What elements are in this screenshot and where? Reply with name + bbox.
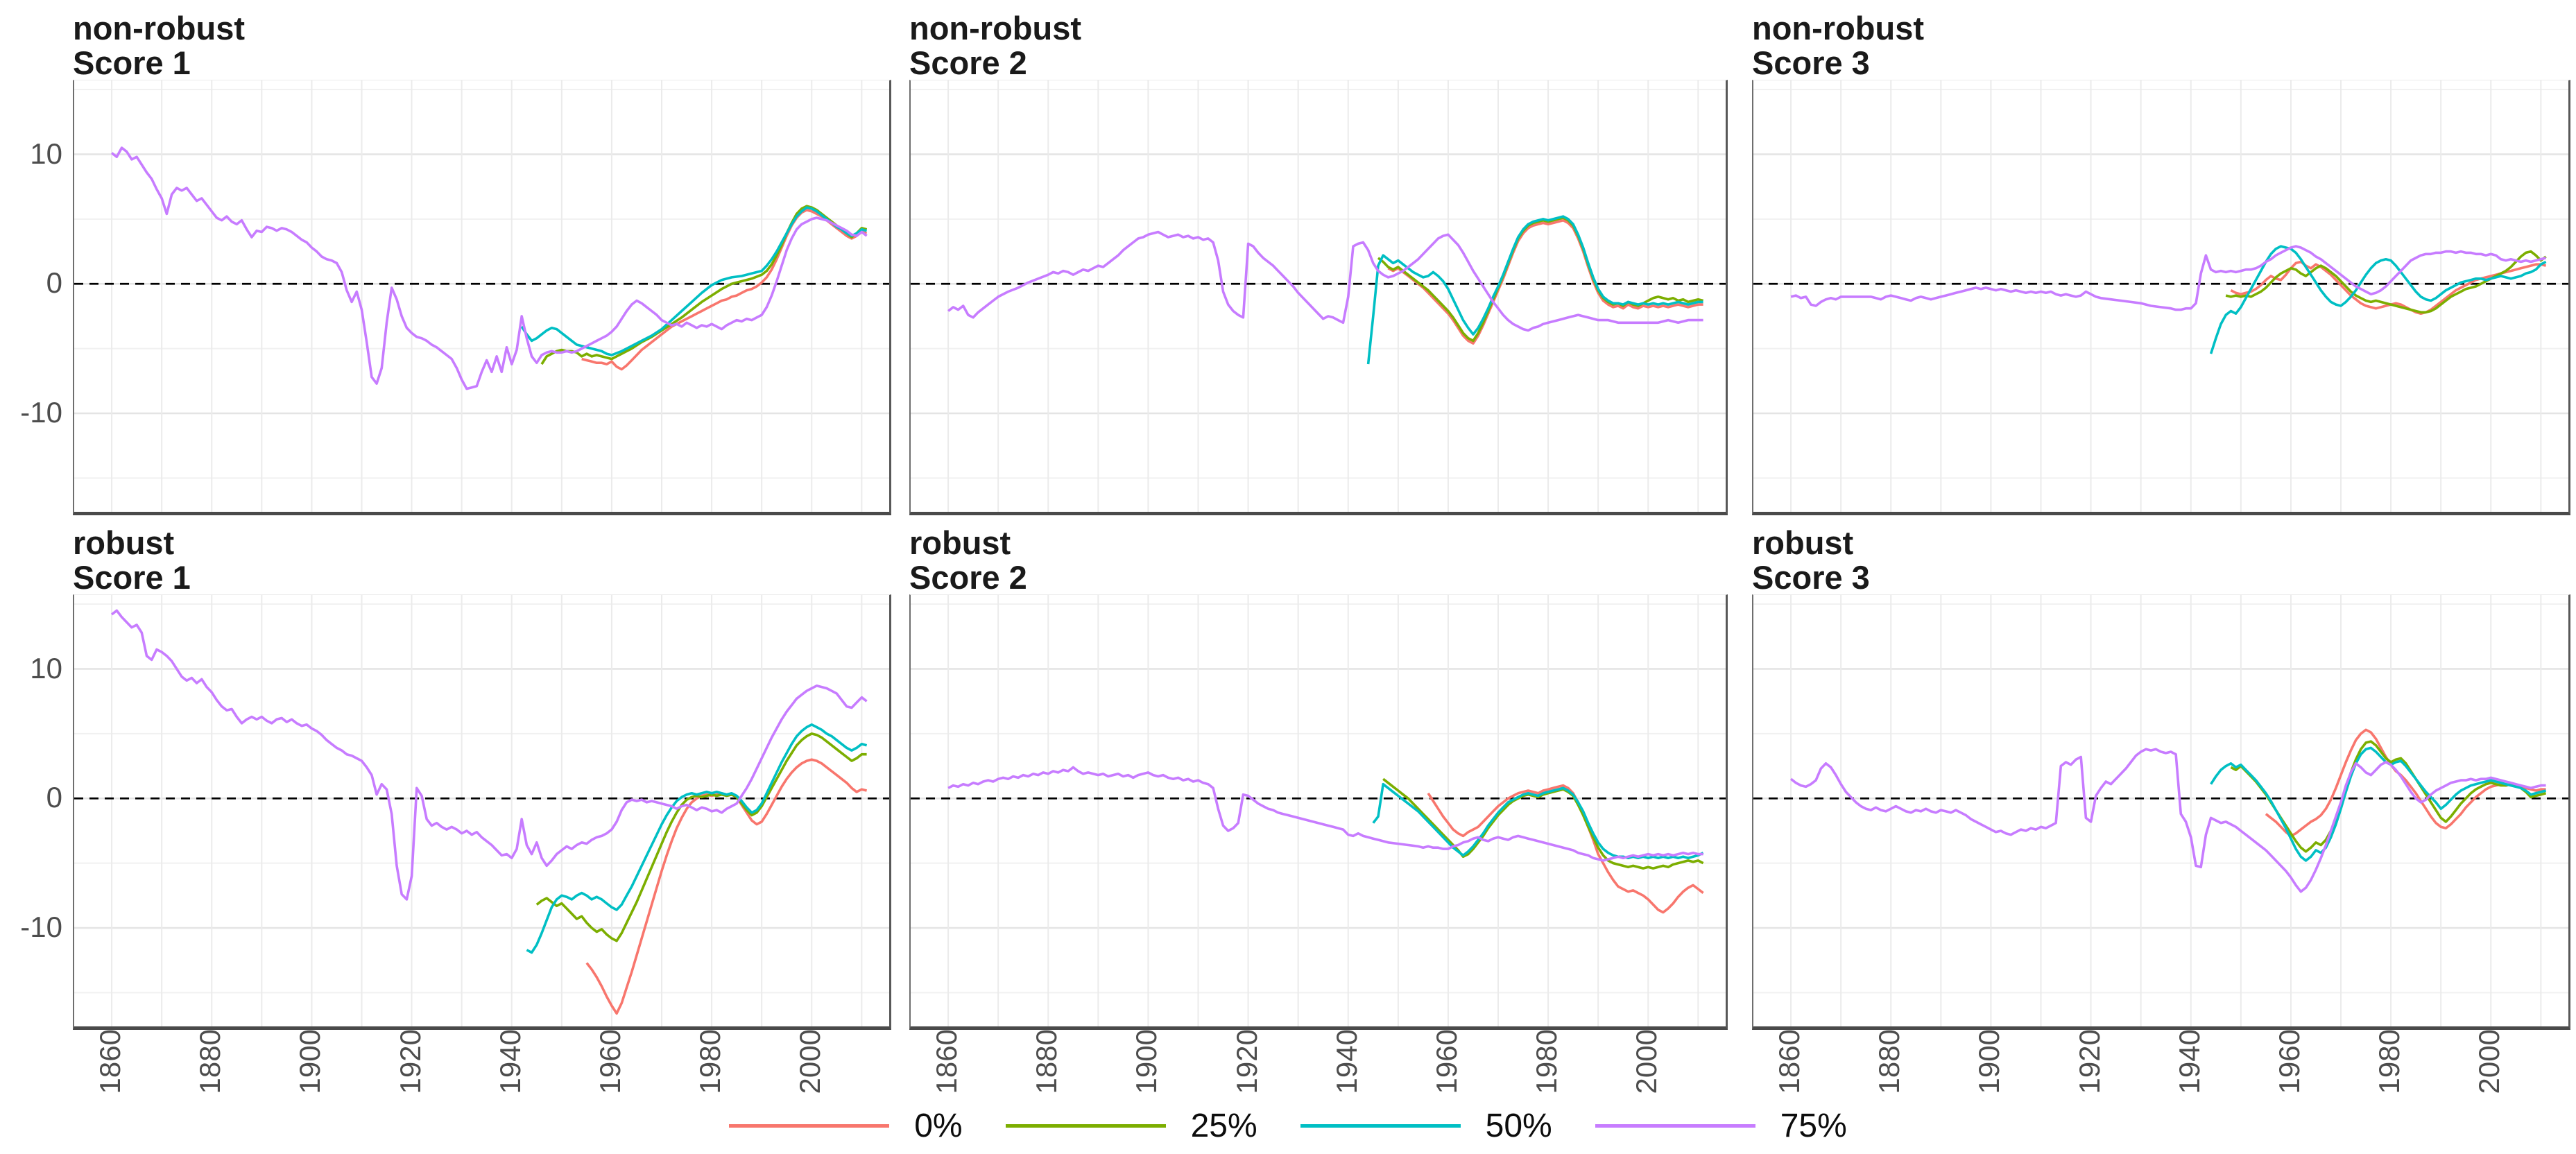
x-tick-label: 1980: [1530, 1029, 1563, 1094]
x-tick-label: 1900: [1973, 1029, 2006, 1094]
x-tick-label: 1940: [1330, 1029, 1363, 1094]
panel-non-robust-score-3: [1752, 80, 2570, 515]
facet-title: robust Score 2: [909, 526, 1027, 595]
legend-label: 50%: [1485, 1108, 1552, 1144]
series-line-75pct: [1789, 748, 2546, 893]
y-tick-label: 0: [46, 781, 62, 813]
x-tick-label: 2000: [1630, 1029, 1663, 1094]
facet-row-label: robust: [1752, 524, 1854, 561]
series-line-50pct: [2210, 746, 2547, 862]
series-line-75pct: [110, 609, 868, 901]
series-line-75pct: [1790, 245, 2547, 311]
facet-col-label: Score 1: [73, 559, 191, 596]
facet-title: non-robust Score 3: [1752, 11, 1924, 80]
legend-key-line-50pct: [1300, 1124, 1461, 1128]
legend-key-line-25pct: [1005, 1124, 1166, 1128]
facet-col-label: Score 3: [1752, 559, 1870, 596]
x-tick-label: 1980: [694, 1029, 727, 1094]
series-line-50pct: [526, 723, 868, 954]
x-tick-label: 1960: [1429, 1029, 1463, 1094]
legend-item: 0%: [729, 1107, 963, 1145]
series-line-50pct: [520, 206, 868, 356]
facet-title: non-robust Score 2: [909, 11, 1081, 80]
x-tick-label: 1880: [1030, 1029, 1063, 1094]
legend-item: 75%: [1595, 1107, 1847, 1145]
panel-non-robust-score-1: [73, 80, 891, 515]
y-tick-label: 10: [30, 137, 62, 170]
facet-title: robust Score 1: [73, 526, 191, 595]
x-tick-label: 1900: [1130, 1029, 1163, 1094]
x-tick-label: 1860: [930, 1029, 963, 1094]
x-tick-label: 1920: [393, 1029, 427, 1094]
x-tick-label: 2000: [793, 1029, 827, 1094]
x-tick-label: 1880: [1873, 1029, 1906, 1094]
x-tick-label: 1860: [94, 1029, 127, 1094]
y-tick-label: 10: [30, 652, 62, 684]
legend-key-line-0pct: [729, 1124, 890, 1128]
series-line-0pct: [1427, 784, 1704, 914]
facet-row-label: non-robust: [73, 10, 245, 46]
panel-robust-score-3: [1752, 594, 2570, 1030]
legend-label: 75%: [1780, 1108, 1847, 1144]
series-line-25pct: [535, 732, 867, 942]
y-tick-label: -10: [20, 911, 62, 943]
series-line-75pct: [110, 146, 868, 390]
series-line-25pct: [2225, 250, 2547, 314]
facet-row-label: robust: [909, 524, 1011, 561]
panel-robust-score-2: [909, 594, 1728, 1030]
series-line-25pct: [2230, 740, 2547, 853]
panel-non-robust-score-2: [909, 80, 1728, 515]
series-line-75pct: [947, 766, 1703, 862]
x-tick-label: 1860: [1773, 1029, 1806, 1094]
panel-robust-score-1: [73, 594, 891, 1030]
legend-item: 25%: [1005, 1107, 1257, 1145]
facet-row-label: non-robust: [1752, 10, 1924, 46]
y-tick-label: 0: [46, 266, 62, 299]
series-line-0pct: [2230, 260, 2547, 316]
x-tick-label: 1940: [493, 1029, 526, 1094]
facet-col-label: Score 2: [909, 44, 1027, 81]
series-line-50pct: [1372, 782, 1704, 860]
legend-label: 0%: [914, 1108, 963, 1144]
series-line-0pct: [1387, 218, 1703, 345]
series-line-0pct: [581, 209, 868, 371]
facet-col-label: Score 3: [1752, 44, 1870, 81]
x-tick-label: 1900: [293, 1029, 327, 1094]
legend-item: 50%: [1300, 1107, 1552, 1145]
legend-key-line-75pct: [1595, 1124, 1755, 1128]
x-tick-label: 1920: [2072, 1029, 2106, 1094]
facet-row-label: robust: [73, 524, 175, 561]
x-tick-label: 1960: [593, 1029, 626, 1094]
y-tick-label: -10: [20, 396, 62, 429]
series-line-50pct: [1366, 215, 1703, 365]
facet-col-label: Score 2: [909, 559, 1027, 596]
legend-label: 25%: [1190, 1108, 1257, 1144]
facet-title: non-robust Score 1: [73, 11, 245, 80]
x-tick-label: 1960: [2272, 1029, 2305, 1094]
x-tick-label: 1920: [1230, 1029, 1263, 1094]
facet-col-label: Score 1: [73, 44, 191, 81]
legend: 0% 25% 50% 75%: [0, 1107, 2576, 1145]
facet-row-label: non-robust: [909, 10, 1081, 46]
x-tick-label: 2000: [2473, 1029, 2506, 1094]
x-tick-label: 1980: [2373, 1029, 2406, 1094]
series-line-25pct: [540, 205, 868, 365]
x-tick-label: 1880: [194, 1029, 227, 1094]
x-tick-label: 1940: [2172, 1029, 2206, 1094]
series-line-75pct: [947, 230, 1703, 332]
facet-title: robust Score 3: [1752, 526, 1870, 595]
